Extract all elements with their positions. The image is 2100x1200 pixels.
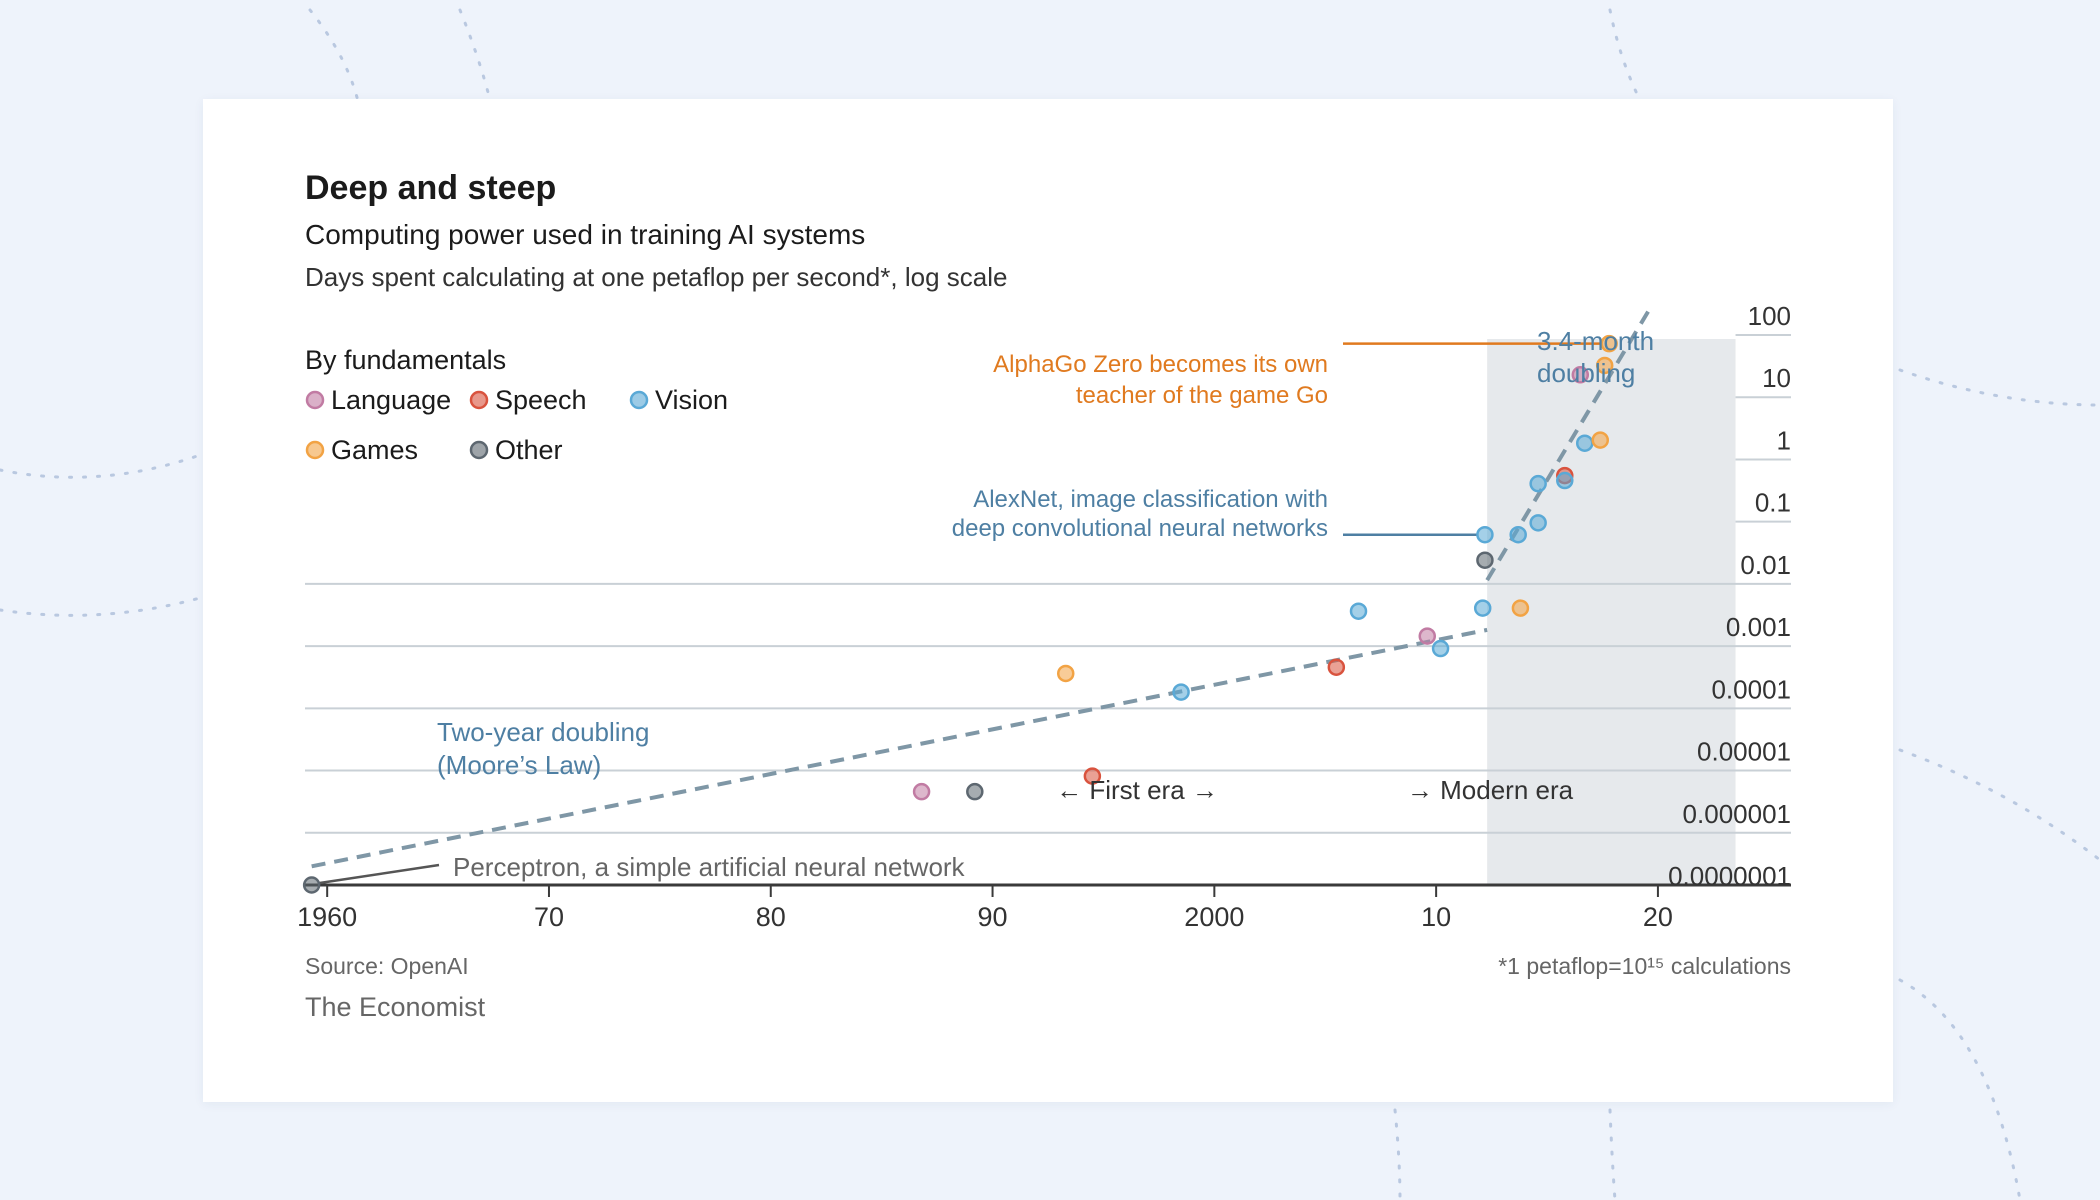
point-games-5 — [1600, 334, 1618, 353]
legend-label-vision: Vision — [655, 385, 728, 415]
x-tick-label-70: 70 — [534, 902, 564, 932]
legend-marker-other — [469, 440, 489, 460]
y-axis-label: Days spent calculating at one petaflop p… — [305, 262, 1007, 292]
annotation-alexnet-2: deep convolutional neural networks — [952, 515, 1328, 542]
annotation-perceptron: Perceptron, a simple artificial neural n… — [453, 852, 966, 882]
point-language-1 — [912, 782, 931, 801]
y-tick-label-0-000001: 0.000001 — [1683, 799, 1791, 829]
annotation-3-4-month-1: 3.4-month — [1537, 326, 1654, 356]
x-tick-label-1960: 1960 — [297, 902, 357, 932]
annotation-alexnet-1: AlexNet, image classification with — [973, 486, 1328, 513]
legend-label-language: Language — [331, 385, 451, 415]
data-points — [302, 334, 1618, 894]
point-vision-10 — [1575, 434, 1594, 452]
annotation-alphago-2: teacher of the game Go — [1076, 382, 1328, 409]
legend-label-speech: Speech — [495, 385, 587, 415]
point-vision-7 — [1529, 514, 1547, 532]
annotation-3-4-month-2: doubling — [1537, 358, 1635, 388]
y-tick-label-0-1: 0.1 — [1755, 488, 1791, 518]
point-vision-3 — [1431, 639, 1450, 658]
legend-marker-vision — [629, 390, 649, 410]
source-note: Source: OpenAI — [305, 953, 469, 979]
legend-title: By fundamentals — [305, 345, 506, 375]
legend-marker-language — [305, 390, 325, 410]
chart: 1960 70 80 90 2000 10 20 100 10 1 0.1 0.01 0.001 0.0… — [297, 169, 1791, 1022]
y-tick-label-0-01: 0.01 — [1740, 550, 1791, 580]
y-tick-label-10: 10 — [1762, 363, 1791, 393]
legend: Language Speech Vision Games Other — [305, 385, 728, 465]
annotation-two-year-doubling-2: (Moore’s Law) — [437, 750, 601, 780]
y-tick-label-0-0001: 0.0001 — [1711, 674, 1791, 704]
annotation-alphago-1: AlphaGo Zero becomes its own — [993, 351, 1328, 378]
x-axis-ticks: 1960 70 80 90 2000 10 20 — [297, 885, 1673, 932]
point-vision-4 — [1473, 599, 1492, 617]
point-language-2 — [1571, 366, 1590, 384]
point-vision-8 — [1529, 474, 1547, 493]
legend-marker-games — [305, 440, 325, 460]
legend-label-other: Other — [495, 435, 563, 465]
point-games-3 — [1591, 431, 1610, 449]
x-tick-label-20: 20 — [1643, 902, 1673, 932]
chart-subtitle: Computing power used in training AI syst… — [305, 219, 865, 250]
brand-logo: The Economist — [305, 992, 486, 1022]
point-language-3 — [1418, 627, 1437, 645]
trend-line-two-year-doubling — [311, 627, 1488, 869]
annotation-two-year-doubling-1: Two-year doubling — [437, 717, 649, 747]
y-tick-label-100: 100 — [1748, 301, 1791, 331]
y-axis-ticks: 100 10 1 0.1 0.01 0.001 0.0001 0.00001 0.000001 0… — [1668, 301, 1791, 891]
modern-era-shading — [1487, 339, 1736, 885]
perceptron-leader-line — [319, 863, 440, 885]
y-tick-label-0-0000001: 0.0000001 — [1668, 861, 1791, 891]
x-tick-label-90: 90 — [978, 902, 1008, 932]
point-speech-1 — [1083, 767, 1102, 785]
chart-title: Deep and steep — [305, 169, 556, 207]
x-tick-label-10: 10 — [1421, 902, 1451, 932]
point-vision-2 — [1349, 602, 1368, 620]
point-games-1 — [1056, 664, 1075, 683]
legend-marker-speech — [469, 390, 489, 410]
y-tick-label-0-00001: 0.00001 — [1697, 737, 1791, 767]
point-vision-1 — [1172, 683, 1190, 701]
y-tick-label-0-001: 0.001 — [1726, 612, 1791, 642]
annotation-first-era: ← First era → — [1056, 775, 1218, 805]
x-tick-label-2000: 2000 — [1184, 902, 1244, 932]
point-speech-2 — [1327, 658, 1346, 676]
point-games-2 — [1511, 599, 1530, 617]
point-vision-9 — [1556, 471, 1574, 490]
chart-card: 1960 70 80 90 2000 10 20 100 10 1 0.1 0.01 0.001 0.0… — [203, 99, 1893, 1102]
point-games-4 — [1595, 356, 1614, 375]
annotation-modern-era: → Modern era — [1407, 775, 1574, 805]
legend-label-games: Games — [331, 435, 418, 465]
y-tick-label-1: 1 — [1777, 425, 1791, 455]
grid-lines — [305, 334, 1791, 834]
point-vision-5 — [1476, 525, 1494, 544]
point-other-1 — [302, 876, 321, 894]
footnote: *1 petaflop=10¹⁵ calculations — [1498, 953, 1791, 979]
point-other-3 — [1476, 551, 1494, 569]
point-other-2 — [966, 782, 984, 801]
x-tick-label-80: 80 — [756, 902, 786, 932]
point-vision-6 — [1509, 525, 1527, 544]
